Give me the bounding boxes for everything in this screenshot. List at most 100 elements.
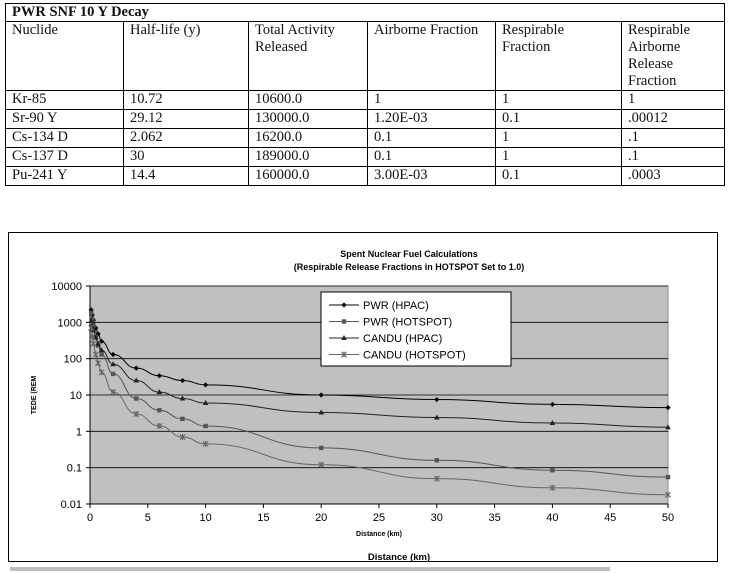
table-cell: Sr-90 Y xyxy=(5,109,124,129)
x-tick-label: 40 xyxy=(546,512,558,524)
dose-vs-distance-chart: 10000 1000 100 10 1 0.1 0.01 0 5 10 15 20 25 30 35 40 45… xyxy=(8,232,718,562)
table-row: Kr-85 10.72 10600.0 1 1 1 xyxy=(5,90,725,110)
chart-title: Spent Nuclear Fuel Calculations xyxy=(340,249,478,259)
data-point xyxy=(179,377,186,384)
data-point xyxy=(179,395,186,401)
outer-x-label: Distance (km) xyxy=(368,552,430,562)
data-point xyxy=(319,445,324,451)
x-tick-label: 5 xyxy=(145,512,151,524)
data-point xyxy=(98,369,105,376)
data-point xyxy=(318,461,325,468)
data-point xyxy=(549,419,556,425)
x-axis-label: Distance (km) xyxy=(356,531,402,538)
data-point xyxy=(156,423,163,430)
y-tick-label: 0.1 xyxy=(67,463,82,475)
legend-label: PWR (HPAC) xyxy=(363,300,429,312)
table-cell: Cs-137 D xyxy=(5,147,124,167)
table-cell: .00012 xyxy=(621,109,725,129)
data-point xyxy=(318,392,324,398)
y-tick-label: 1000 xyxy=(58,317,82,329)
table-cell: 1 xyxy=(367,90,496,110)
table-cell: 0.1 xyxy=(367,147,496,167)
data-point xyxy=(179,433,186,440)
table-cell: 0.1 xyxy=(495,166,622,186)
chart-subtitle: (Respirable Release Fractions in HOTSPOT… xyxy=(294,262,525,272)
x-tick-label: 20 xyxy=(315,512,327,524)
data-point xyxy=(550,468,555,473)
table-cell: 1 xyxy=(495,147,622,167)
y-tick-label: 0.01 xyxy=(61,499,82,511)
decay-table: PWR SNF 10 Y Decay Nuclide Half-life (y)… xyxy=(5,3,725,186)
legend-label: CANDU (HOTSPOT) xyxy=(363,350,466,362)
legend-label: CANDU (HPAC) xyxy=(363,333,442,345)
data-point xyxy=(433,475,440,482)
data-point xyxy=(88,324,95,331)
data-point xyxy=(157,408,162,413)
data-point xyxy=(90,317,95,322)
table-cell: 10.72 xyxy=(123,90,249,110)
series-line-3 xyxy=(90,327,669,496)
table-row: Sr-90 Y 29.12 130000.0 1.20E-03 0.1.00012 xyxy=(5,109,725,129)
data-point xyxy=(665,424,671,430)
header-respirable-fraction: Respirable Fraction xyxy=(495,21,622,91)
header-nuclide: Nuclide xyxy=(5,21,124,91)
data-point xyxy=(98,347,105,353)
x-tick-label: 0 xyxy=(87,512,93,524)
table-cell: 160000.0 xyxy=(248,166,368,186)
table-cell: 1 xyxy=(495,90,622,110)
legend-marker xyxy=(341,319,347,324)
y-tick-label: 1 xyxy=(76,426,82,438)
table-cell: Pu-241 Y xyxy=(5,166,124,186)
y-tick-label: 10000 xyxy=(51,281,82,293)
data-point xyxy=(665,474,671,480)
cropped-caption-line xyxy=(10,567,610,571)
x-tick-label: 10 xyxy=(199,512,211,524)
table-cell: 1.20E-03 xyxy=(367,109,496,129)
table-cell: 29.12 xyxy=(123,109,249,129)
data-point xyxy=(434,458,439,463)
data-point xyxy=(549,484,556,491)
table-cell: 10600.0 xyxy=(248,90,368,110)
header-half-life: Half-life (y) xyxy=(123,21,249,91)
data-point xyxy=(99,352,104,357)
data-point xyxy=(95,360,102,367)
table-row: Pu-241 Y 14.4 160000.0 3.00E-03 0.1.0003 xyxy=(5,166,725,186)
data-point xyxy=(110,389,117,396)
data-point xyxy=(202,400,209,406)
table-cell: .1 xyxy=(621,147,725,167)
data-point xyxy=(90,340,97,347)
legend-marker xyxy=(341,302,347,308)
table-row: Cs-134 D 2.062 16200.0 0.1 1.1 xyxy=(5,128,725,148)
header-airborne-fraction: Airborne Fraction xyxy=(367,21,496,91)
table-cell: 0.1 xyxy=(367,128,496,148)
table-cell: Cs-134 D xyxy=(5,128,124,148)
table-cell: 130000.0 xyxy=(248,109,368,129)
data-point xyxy=(88,317,94,323)
data-point xyxy=(203,423,208,429)
legend-label: PWR (HOTSPOT) xyxy=(363,317,452,329)
data-point xyxy=(92,351,99,358)
table-title: PWR SNF 10 Y Decay xyxy=(5,3,725,22)
table-cell: 1 xyxy=(621,90,725,110)
legend-marker xyxy=(341,351,347,358)
data-point xyxy=(88,310,94,316)
table-cell: 189000.0 xyxy=(248,147,368,167)
data-point xyxy=(110,361,116,367)
data-point xyxy=(318,409,324,415)
table-cell: 16200.0 xyxy=(248,128,368,148)
y-axis-label: TEDE (REM xyxy=(31,376,38,415)
y-tick-label: 100 xyxy=(64,354,82,366)
x-tick-label: 25 xyxy=(373,512,385,524)
table-cell: .1 xyxy=(621,128,725,148)
x-tick-label: 35 xyxy=(488,512,500,524)
data-point xyxy=(434,414,440,420)
table-header-row: Nuclide Half-life (y) Total Activity Rel… xyxy=(5,21,725,91)
data-point xyxy=(156,389,163,395)
table-cell: .0003 xyxy=(621,166,725,186)
data-point xyxy=(202,440,209,447)
x-tick-label: 45 xyxy=(604,512,616,524)
x-tick-label: 30 xyxy=(431,512,443,524)
table-cell: 2.062 xyxy=(123,128,249,148)
data-point xyxy=(133,365,139,371)
table-cell: 3.00E-03 xyxy=(367,166,496,186)
